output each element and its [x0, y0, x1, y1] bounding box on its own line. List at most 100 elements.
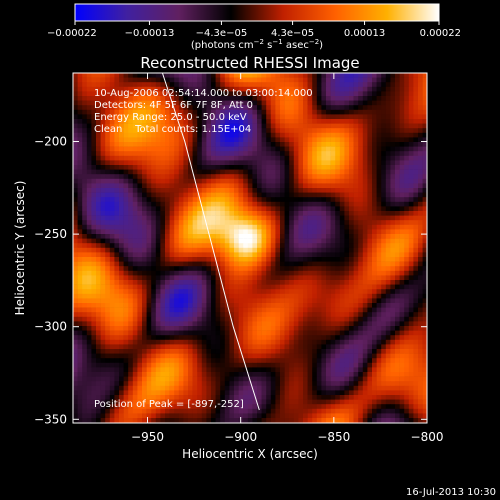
heatmap-cell: [100, 321, 106, 327]
heatmap-cell: [109, 165, 115, 170]
heatmap-cell: [114, 238, 120, 244]
heatmap-cell: [169, 298, 175, 304]
heatmap-cell: [303, 367, 308, 373]
heatmap-cell: [298, 234, 304, 239]
heatmap-cell: [137, 224, 143, 230]
heatmap-cell: [197, 183, 203, 189]
heatmap-cell: [284, 77, 290, 83]
heatmap-cell: [362, 316, 368, 322]
heatmap-cell: [206, 169, 212, 175]
heatmap-cell: [201, 155, 207, 161]
heatmap-cell: [344, 275, 350, 281]
heatmap-cell: [349, 289, 354, 295]
heatmap-cell: [137, 275, 143, 281]
heatmap-cell: [192, 96, 198, 101]
heatmap-cell: [321, 123, 327, 129]
heatmap-cell: [142, 211, 147, 216]
heatmap-cell: [220, 142, 226, 147]
heatmap-cell: [353, 220, 359, 226]
heatmap-cell: [160, 201, 166, 207]
heatmap-cell: [280, 266, 285, 272]
heatmap-cell: [243, 206, 249, 212]
heatmap-cell: [86, 275, 92, 281]
heatmap-cell: [372, 73, 377, 78]
heatmap-cell: [114, 91, 120, 97]
heatmap-cell: [247, 284, 253, 290]
heatmap-cell: [137, 238, 143, 244]
heatmap-cell: [413, 211, 419, 216]
heatmap-cell: [293, 132, 299, 138]
heatmap-cell: [77, 86, 83, 92]
heatmap-cell: [298, 155, 304, 161]
heatmap-cell: [390, 132, 396, 138]
heatmap-cell: [137, 303, 143, 308]
heatmap-cell: [316, 275, 322, 281]
heatmap-cell: [395, 261, 400, 267]
heatmap-cell: [82, 178, 88, 184]
heatmap-cell: [266, 201, 272, 207]
heatmap-cell: [165, 137, 170, 143]
heatmap-cell: [422, 284, 427, 290]
heatmap-cell: [160, 211, 166, 216]
heatmap-cell: [160, 155, 166, 161]
heatmap-cell: [247, 339, 253, 345]
heatmap-cell: [174, 119, 180, 124]
heatmap-cell: [137, 73, 143, 78]
heatmap-cell: [119, 178, 124, 184]
heatmap-cell: [252, 303, 258, 308]
heatmap-cell: [86, 362, 92, 368]
heatmap-cell: [293, 206, 299, 212]
heatmap-cell: [238, 326, 244, 331]
heatmap-cell: [404, 86, 410, 92]
heatmap-cell: [73, 321, 78, 327]
heatmap-cell: [335, 160, 341, 166]
heatmap-cell: [298, 77, 304, 83]
heatmap-cell: [105, 266, 111, 272]
heatmap-cell: [155, 284, 161, 290]
heatmap-cell: [372, 238, 377, 244]
heatmap-cell: [358, 312, 364, 318]
heatmap-cell: [123, 275, 129, 281]
heatmap-cell: [385, 201, 391, 207]
heatmap-cell: [280, 353, 285, 359]
heatmap-cell: [151, 243, 157, 249]
heatmap-cell: [303, 114, 308, 120]
heatmap-cell: [422, 146, 427, 152]
heatmap-cell: [381, 211, 387, 216]
heatmap-cell: [358, 257, 364, 262]
heatmap-cell: [395, 142, 400, 147]
heatmap-cell: [155, 229, 161, 235]
heatmap-cell: [96, 165, 101, 170]
heatmap-cell: [137, 142, 143, 147]
heatmap-cell: [390, 307, 396, 313]
heatmap-cell: [422, 362, 427, 368]
heatmap-cell: [289, 105, 295, 111]
heatmap-cell: [381, 234, 387, 239]
heatmap-cell: [353, 174, 359, 180]
heatmap-cell: [114, 275, 120, 281]
heatmap-cell: [151, 201, 157, 207]
heatmap-cell: [385, 261, 391, 267]
heatmap-cell: [289, 119, 295, 124]
heatmap-cell: [395, 165, 400, 170]
heatmap-cell: [362, 197, 368, 203]
heatmap-cell: [298, 192, 304, 198]
heatmap-cell: [390, 82, 396, 88]
heatmap-cell: [211, 303, 216, 308]
heatmap-cell: [284, 257, 290, 262]
heatmap-cell: [206, 91, 212, 97]
heatmap-cell: [422, 169, 427, 175]
heatmap-cell: [109, 252, 115, 258]
heatmap-cell: [261, 316, 267, 322]
heatmap-cell: [183, 114, 189, 120]
heatmap-cell: [178, 165, 184, 170]
heatmap-cell: [201, 243, 207, 249]
heatmap-cell: [349, 326, 354, 331]
heatmap-cell: [298, 206, 304, 212]
heatmap-cell: [114, 312, 120, 318]
heatmap-cell: [234, 197, 239, 203]
heatmap-cell: [151, 174, 157, 180]
heatmap-cell: [155, 132, 161, 138]
heatmap-cell: [335, 201, 341, 207]
heatmap-cell: [404, 358, 410, 364]
